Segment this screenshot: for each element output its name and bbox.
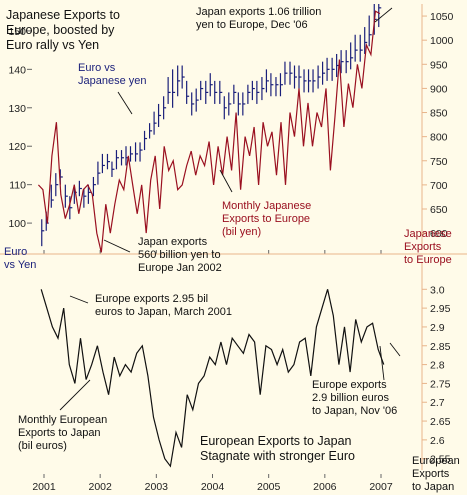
euro-yen-axis-label: Euro vs Yen [4,246,37,271]
annotation-arrow [219,169,233,193]
annotation-arrow [69,295,89,304]
left-tick-label: 150 [8,26,26,38]
left-tick-label: 110 [9,180,26,192]
annotation-arrow [103,239,131,253]
x-tick-label: 2006 [313,481,337,493]
right-tick-label: 1000 [430,35,454,47]
bottom-right-tick-label: 2.9 [430,322,445,334]
annotation-arrow [389,342,401,357]
annotation-arrow [117,91,133,115]
left-tick-label: 140 [8,64,26,76]
top-right-axis-ticks: 600 650 700 750 800 850 900 950 1000 1050 [421,4,454,250]
bottom-right-tick-label: 3.0 [430,284,445,296]
x-tick-label: 2007 [369,481,393,493]
europe-march-annotation: Europe exports 2.95 bil euros to Japan, … [95,293,232,318]
x-tick-label: 2002 [88,481,112,493]
right-tick-label: 750 [430,156,448,168]
euro-series-label: Euro vs Japanese yen [78,62,147,87]
japan-exports-axis-label: Japanese Exports to Europe [404,228,452,266]
europe-exports-axis-label: European Exports to Japan [412,455,460,493]
japan-exports-series [37,10,381,253]
bottom-right-tick-label: 2.75 [430,378,451,390]
left-tick-label: 130 [8,103,26,115]
japan-peak-annotation: Japan exports 1.06 trillion yen to Europ… [196,6,322,31]
x-axis-ticks: 2001 2002 2003 2004 2005 2006 2007 [32,250,393,493]
right-tick-label: 700 [430,180,448,192]
bottom-right-tick-label: 2.7 [430,397,445,409]
right-tick-label: 900 [430,83,448,95]
right-tick-label: 950 [430,59,448,71]
annotation-arrow [59,379,91,411]
annotation-arrows [59,7,401,411]
bottom-right-axis-ticks: 2.55 2.6 2.65 2.7 2.75 2.8 2.85 2.9 2.95 3.0 [421,262,451,470]
europe-exports-series [40,289,385,468]
top-chart-title: Japanese Exports to Europe, boosted by E… [6,8,120,52]
japan-low-annotation: Japan exports 560 billion yen to Europe … [138,236,222,274]
annotation-arrow [374,7,393,23]
euro-yen-series [41,4,382,247]
europe-exports-line [40,289,385,468]
right-tick-label: 650 [430,204,448,216]
x-tick-label: 2001 [32,481,56,493]
bottom-right-tick-label: 2.65 [430,416,451,428]
annotation-arrow [379,345,385,381]
bottom-right-tick-label: 2.95 [430,303,451,315]
x-tick-label: 2004 [201,481,225,493]
japan-exports-label: Monthly Japanese Exports to Europe (bil … [222,200,312,238]
x-tick-label: 2003 [145,481,169,493]
bottom-right-tick-label: 2.8 [430,360,445,372]
europe-exports-label: Monthly European Exports to Japan (bil e… [18,414,108,452]
right-tick-label: 1050 [430,11,454,23]
x-tick-label: 2005 [257,481,281,493]
europe-nov-annotation: Europe exports 2.9 billion euros to Japa… [312,379,398,417]
right-tick-label: 850 [430,108,448,120]
bottom-right-tick-label: 2.55 [430,454,451,466]
left-tick-label: 100 [8,218,26,230]
left-tick-label: 120 [8,141,26,153]
right-tick-label: 800 [430,132,448,144]
bottom-right-tick-label: 2.85 [430,341,451,353]
japan-exports-line [37,10,381,253]
bottom-right-tick-label: 2.6 [430,435,445,447]
bottom-chart-title: European Exports to Japan Stagnate with … [200,434,355,463]
right-tick-label: 600 [430,228,448,240]
top-left-axis-ticks: 100 110 120 130 140 150 [8,26,32,230]
